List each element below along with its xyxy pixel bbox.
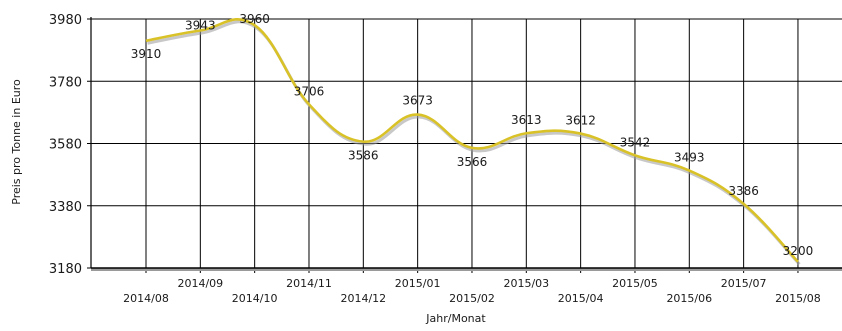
data-label: 3673: [402, 94, 433, 108]
data-labels: 3910 3943 3960 3706 3586 3673 3566 3613 3612 3542…: [131, 12, 814, 258]
x-tick-label: 2015/08: [775, 292, 821, 305]
data-label: 3910: [131, 47, 162, 61]
data-label: 3542: [620, 135, 651, 149]
data-label: 3200: [783, 244, 814, 258]
data-label: 3586: [348, 149, 379, 163]
y-tick-label: 3980: [49, 13, 82, 28]
x-tick-label: 2015/07: [721, 277, 767, 290]
data-label: 3566: [457, 155, 488, 169]
data-label: 3613: [511, 113, 542, 127]
x-tick-label: 2015/06: [666, 292, 712, 305]
x-tick-label: 2014/10: [232, 292, 278, 305]
data-label: 3960: [239, 12, 270, 26]
x-tick-label: 2015/02: [449, 292, 495, 305]
data-label: 3943: [185, 19, 216, 33]
x-tick-labels: 2014/08 2014/09 2014/10 2014/11 2014/12 2015/…: [123, 277, 821, 305]
series-line: [145, 18, 799, 263]
y-tick-label: 3780: [49, 75, 82, 90]
x-tick-label: 2014/09: [177, 277, 223, 290]
data-label: 3386: [728, 184, 759, 198]
y-tick-label: 3580: [49, 138, 82, 153]
x-tick-label: 2015/03: [503, 277, 549, 290]
x-tick-label: 2015/01: [395, 277, 441, 290]
y-tick-labels: 3180 3380 3580 3780 3980: [49, 13, 82, 277]
x-tick-label: 2015/05: [612, 277, 658, 290]
data-label: 3706: [294, 84, 325, 98]
y-axis-title: Preis pro Tonne in Euro: [10, 79, 23, 205]
x-tick-label: 2014/12: [340, 292, 386, 305]
data-label: 3612: [565, 114, 596, 128]
series: [145, 18, 801, 266]
axes: [87, 17, 842, 273]
x-tick-label: 2014/08: [123, 292, 169, 305]
x-axis-title: Jahr/Monat: [425, 312, 486, 325]
grid: [91, 18, 842, 269]
y-tick-label: 3380: [49, 200, 82, 215]
x-tick-label: 2015/04: [558, 292, 604, 305]
x-tick-label: 2014/11: [286, 277, 332, 290]
data-label: 3493: [674, 151, 705, 165]
y-tick-label: 3180: [49, 262, 82, 277]
